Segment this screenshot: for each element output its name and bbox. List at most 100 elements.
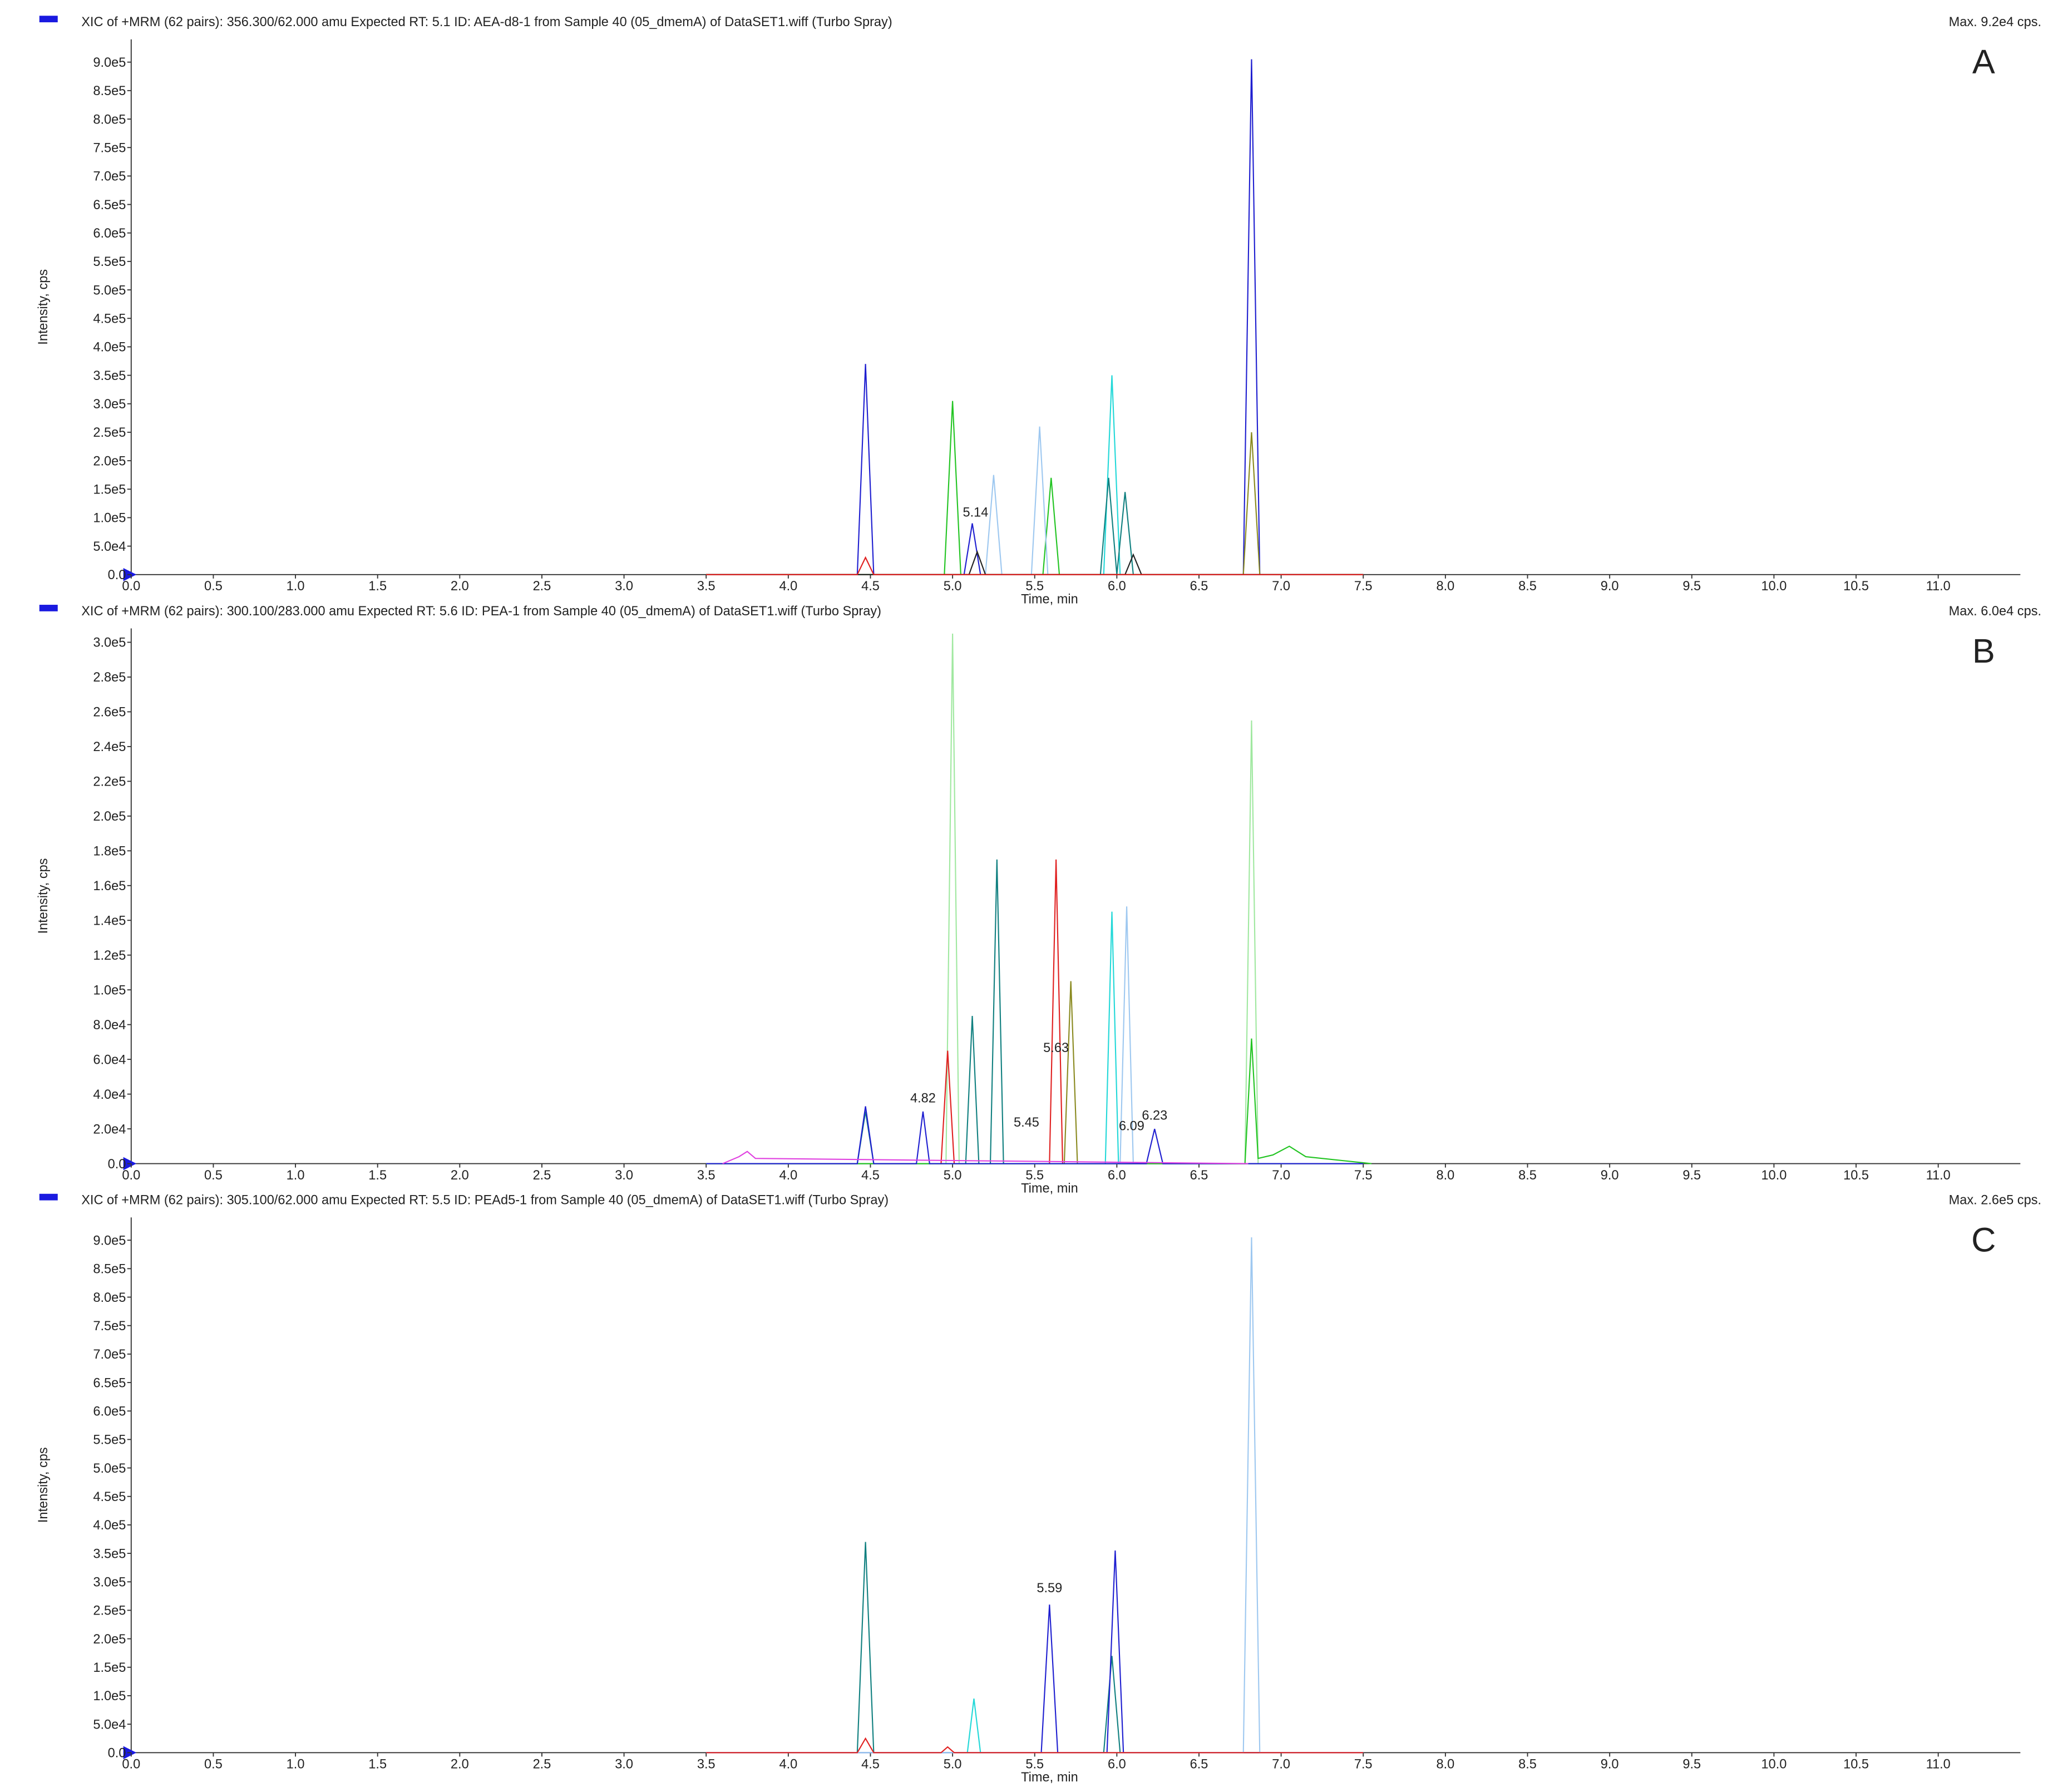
x-tick-label: 8.0 [1437,579,1455,593]
x-tick-label: 11.0 [1926,1757,1951,1771]
y-tick-label: 2.2e5 [93,774,126,789]
chart-title: XIC of +MRM (62 pairs): 356.300/62.000 a… [81,14,892,29]
y-tick-label: 0.0 [108,1157,126,1171]
trace-marker [39,16,58,23]
x-tick-label: 6.0 [1108,579,1126,593]
x-tick-label: 5.5 [1025,1757,1044,1771]
peak-label: 6.23 [1142,1108,1167,1123]
x-tick-label: 0.0 [122,579,140,593]
x-axis-title: Time, min [1021,1181,1078,1195]
x-tick-label: 4.5 [861,1168,880,1182]
x-tick-label: 5.0 [944,1168,962,1182]
x-tick-label: 0.5 [204,1168,223,1182]
x-tick-label: 5.0 [944,1757,962,1771]
trace [706,1698,1364,1754]
x-tick-label: 6.5 [1190,579,1208,593]
y-tick-label: 2.0e5 [93,1632,126,1646]
y-tick-label: 4.0e4 [93,1087,126,1102]
x-tick-label: 7.0 [1272,1757,1290,1771]
x-axis-title: Time, min [1021,1770,1078,1784]
x-tick-label: 0.0 [122,1757,140,1771]
trace [706,59,1364,575]
y-tick-label: 2.0e5 [93,809,126,823]
y-tick-label: 9.0e5 [93,55,126,70]
trace [706,550,1364,575]
x-axis-title: Time, min [1021,592,1078,606]
x-tick-label: 8.5 [1518,1757,1537,1771]
chart-panel: XIC of +MRM (62 pairs): 356.300/62.000 a… [36,14,2041,606]
trace-marker [39,1193,58,1201]
y-tick-label: 8.0e5 [93,1290,126,1305]
x-tick-label: 2.5 [533,579,551,593]
y-tick-label: 8.0e5 [93,112,126,126]
x-tick-label: 4.5 [861,579,880,593]
x-tick-label: 0.5 [204,579,223,593]
x-tick-label: 5.5 [1025,1168,1044,1182]
y-tick-label: 5.0e4 [93,539,126,554]
y-tick-label: 2.5e5 [93,425,126,440]
x-tick-label: 9.0 [1601,579,1619,593]
x-tick-label: 9.0 [1601,1168,1619,1182]
y-tick-label: 1.2e5 [93,948,126,962]
chart-title: XIC of +MRM (62 pairs): 300.100/283.000 … [81,604,881,618]
y-tick-label: 7.5e5 [93,140,126,155]
chart-panel: XIC of +MRM (62 pairs): 305.100/62.000 a… [36,1193,2041,1785]
y-tick-label: 8.0e4 [93,1018,126,1032]
x-tick-label: 6.5 [1190,1757,1208,1771]
x-tick-label: 4.0 [779,579,797,593]
trace [706,375,1364,575]
x-tick-label: 4.0 [779,1757,797,1771]
y-tick-label: 1.6e5 [93,878,126,893]
y-tick-label: 2.8e5 [93,670,126,684]
x-tick-label: 3.0 [615,1168,633,1182]
peak-label: 5.63 [1043,1040,1069,1055]
trace [706,981,1364,1164]
trace [706,1542,1364,1754]
trace [722,1151,1248,1164]
x-tick-label: 11.0 [1926,579,1951,593]
x-tick-label: 7.5 [1354,1168,1373,1182]
y-tick-label: 3.0e5 [93,635,126,650]
chart-title: XIC of +MRM (62 pairs): 305.100/62.000 a… [81,1193,889,1207]
y-tick-label: 0.0 [108,567,126,582]
y-tick-label: 8.5e5 [93,83,126,98]
x-tick-label: 10.0 [1761,1168,1787,1182]
panel-label: A [1972,43,1995,81]
y-tick-label: 3.5e5 [93,368,126,383]
x-tick-label: 10.0 [1761,579,1787,593]
y-tick-label: 7.5e5 [93,1319,126,1333]
x-tick-label: 3.5 [697,1757,715,1771]
x-tick-label: 8.0 [1437,1757,1455,1771]
x-tick-label: 2.5 [533,1168,551,1182]
x-tick-label: 1.5 [368,579,387,593]
y-tick-label: 9.0e5 [93,1233,126,1247]
x-tick-label: 1.0 [287,1757,305,1771]
x-tick-label: 6.0 [1108,1168,1126,1182]
x-tick-label: 11.0 [1926,1168,1951,1182]
y-tick-label: 1.4e5 [93,913,126,927]
max-label: Max. 9.2e4 cps. [1949,14,2041,29]
peak-label: 6.09 [1119,1118,1144,1133]
peak-label: 5.14 [963,505,989,520]
x-tick-label: 4.5 [861,1757,880,1771]
y-tick-label: 3.0e5 [93,397,126,411]
y-tick-label: 6.5e5 [93,1375,126,1390]
trace [706,1237,1364,1754]
y-tick-label: 7.0e5 [93,169,126,184]
y-tick-label: 0.0 [108,1746,126,1760]
x-tick-label: 5.0 [944,579,962,593]
y-tick-label: 6.0e5 [93,1404,126,1418]
x-tick-label: 3.0 [615,579,633,593]
trace [706,477,1364,575]
y-tick-label: 2.6e5 [93,705,126,719]
x-tick-label: 4.0 [779,1168,797,1182]
y-tick-label: 5.0e5 [93,283,126,297]
y-tick-label: 7.0e5 [93,1347,126,1361]
y-axis-title: Intensity, cps [36,269,50,345]
x-tick-label: 1.0 [287,579,305,593]
x-tick-label: 0.5 [204,1757,223,1771]
x-tick-label: 9.0 [1601,1757,1619,1771]
y-tick-label: 1.5e5 [93,482,126,497]
y-tick-label: 5.5e5 [93,1433,126,1447]
y-tick-label: 3.0e5 [93,1574,126,1589]
